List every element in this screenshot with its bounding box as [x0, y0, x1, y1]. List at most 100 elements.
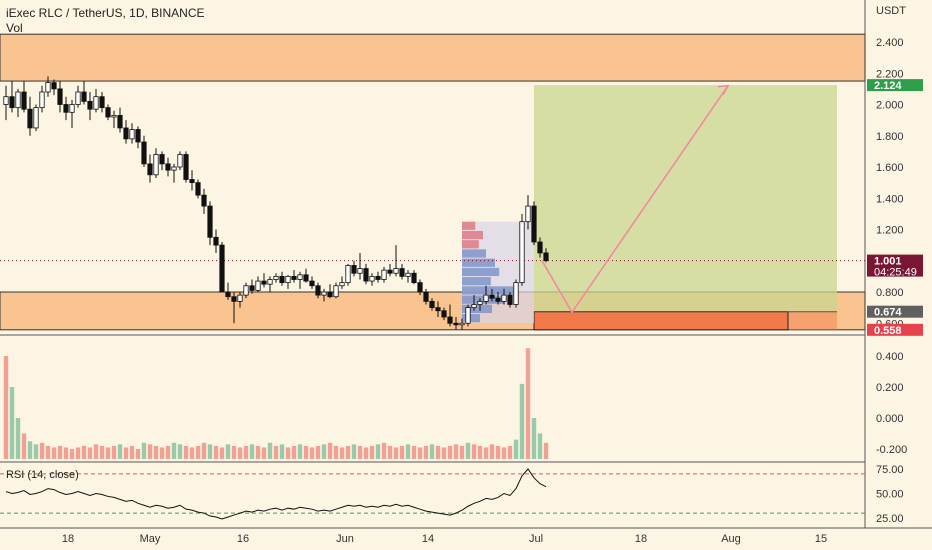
candle-up[interactable]: [45, 82, 51, 93]
candle-down[interactable]: [207, 205, 213, 238]
candle-down[interactable]: [363, 268, 369, 282]
candle-down[interactable]: [453, 322, 459, 326]
candle-up[interactable]: [267, 279, 273, 285]
candle-up[interactable]: [477, 300, 483, 305]
candle-down[interactable]: [447, 316, 453, 324]
candle-up[interactable]: [369, 275, 375, 282]
candle-down[interactable]: [309, 280, 315, 287]
candle-up[interactable]: [297, 274, 303, 280]
candle-down[interactable]: [201, 194, 207, 207]
candle-down[interactable]: [249, 285, 255, 291]
candle-down[interactable]: [441, 310, 447, 318]
candle-down[interactable]: [165, 163, 171, 171]
candle-down[interactable]: [9, 96, 15, 109]
candle-up[interactable]: [321, 291, 327, 296]
candle-down[interactable]: [189, 179, 195, 184]
candle-up[interactable]: [177, 154, 183, 168]
candle-down[interactable]: [387, 269, 393, 274]
candle-up[interactable]: [525, 205, 531, 223]
candle-down[interactable]: [27, 108, 33, 129]
price-tick-label: 1.200: [876, 225, 904, 237]
oscillator-bar: [315, 445, 321, 459]
candle-down[interactable]: [489, 294, 495, 299]
volume-profile-bar: [462, 277, 491, 286]
candle-down[interactable]: [315, 285, 321, 296]
candle-down[interactable]: [429, 300, 435, 309]
candle-down[interactable]: [87, 100, 93, 110]
candle-up[interactable]: [483, 294, 489, 302]
candle-down[interactable]: [123, 127, 129, 140]
candle-down[interactable]: [423, 291, 429, 302]
candle-down[interactable]: [543, 252, 549, 261]
candle-down[interactable]: [99, 96, 105, 109]
symbol-title[interactable]: iExec RLC / TetherUS, 1D, BINANCE: [6, 6, 205, 20]
candle-up[interactable]: [75, 91, 81, 105]
candle-down[interactable]: [399, 268, 405, 277]
candle-down[interactable]: [135, 129, 141, 143]
candle-up[interactable]: [333, 285, 339, 298]
candle-down[interactable]: [105, 107, 111, 118]
candle-down[interactable]: [231, 296, 237, 302]
candle-up[interactable]: [345, 265, 351, 284]
candle-up[interactable]: [273, 275, 279, 280]
oscillator-bar: [381, 442, 387, 459]
candle-up[interactable]: [285, 275, 291, 284]
candle-down[interactable]: [291, 275, 297, 280]
candle-up[interactable]: [357, 268, 363, 274]
candle-down[interactable]: [537, 241, 543, 254]
candle-down[interactable]: [303, 274, 309, 282]
candle-up[interactable]: [15, 91, 21, 109]
candle-up[interactable]: [3, 96, 9, 105]
candle-down[interactable]: [495, 297, 501, 302]
candle-down[interactable]: [327, 291, 333, 298]
candle-up[interactable]: [33, 107, 39, 129]
candle-down[interactable]: [213, 236, 219, 246]
candle-down[interactable]: [183, 154, 189, 180]
candle-down[interactable]: [21, 91, 27, 110]
candle-down[interactable]: [219, 244, 225, 293]
candle-up[interactable]: [513, 282, 519, 305]
candle-up[interactable]: [255, 280, 261, 291]
candle-down[interactable]: [351, 265, 357, 274]
candle-down[interactable]: [225, 291, 231, 298]
candle-up[interactable]: [243, 285, 249, 296]
candle-down[interactable]: [117, 115, 123, 129]
candle-down[interactable]: [435, 307, 441, 312]
candle-up[interactable]: [501, 294, 507, 302]
candle-up[interactable]: [459, 322, 465, 326]
candle-up[interactable]: [39, 91, 45, 109]
candle-up[interactable]: [339, 282, 345, 287]
oscillator-bar: [45, 445, 51, 459]
volume-profile-bar: [462, 267, 500, 277]
candle-up[interactable]: [111, 115, 117, 118]
oscillator-bar: [243, 445, 249, 459]
candle-down[interactable]: [279, 275, 285, 284]
candle-down[interactable]: [141, 141, 147, 165]
candle-down[interactable]: [51, 82, 57, 90]
candle-up[interactable]: [237, 294, 243, 302]
candle-up[interactable]: [471, 304, 477, 309]
candle-down[interactable]: [375, 275, 381, 280]
candle-up[interactable]: [465, 307, 471, 324]
candle-up[interactable]: [381, 269, 387, 280]
candle-down[interactable]: [417, 282, 423, 293]
candle-up[interactable]: [519, 221, 525, 284]
candle-up[interactable]: [129, 129, 135, 140]
candle-down[interactable]: [507, 294, 513, 305]
candle-up[interactable]: [405, 272, 411, 277]
candle-down[interactable]: [531, 205, 537, 243]
candle-down[interactable]: [261, 280, 267, 285]
candle-down[interactable]: [159, 154, 165, 165]
candle-up[interactable]: [171, 166, 177, 171]
candle-up[interactable]: [393, 268, 399, 274]
candle-up[interactable]: [69, 104, 75, 113]
candle-down[interactable]: [81, 91, 87, 102]
candle-up[interactable]: [93, 96, 99, 110]
candle-down[interactable]: [57, 88, 63, 105]
candle-down[interactable]: [411, 272, 417, 284]
candle-up[interactable]: [153, 154, 159, 176]
candle-down[interactable]: [147, 163, 153, 176]
candle-down[interactable]: [195, 182, 201, 196]
candle-down[interactable]: [63, 104, 69, 113]
